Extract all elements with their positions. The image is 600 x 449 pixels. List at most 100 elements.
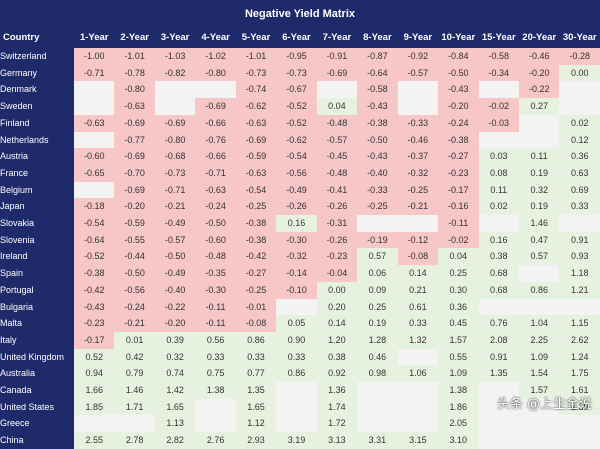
- yield-cell: 0.14: [397, 265, 439, 282]
- yield-cell: -0.43: [357, 148, 398, 165]
- yield-cell: [195, 398, 236, 416]
- yield-cell: 0.27: [518, 98, 560, 115]
- yield-cell: 1.46: [518, 215, 560, 232]
- yield-cell: -0.65: [74, 164, 115, 182]
- yield-cell: -0.26: [316, 198, 358, 216]
- yield-cell: -0.17: [438, 181, 479, 199]
- country-label: Sweden: [0, 98, 74, 115]
- yield-cell: 1.74: [316, 398, 358, 416]
- yield-cell: 0.12: [559, 131, 600, 149]
- yield-cell: [357, 215, 398, 232]
- yield-cell: 2.05: [438, 415, 479, 433]
- yield-cell: -0.64: [357, 64, 398, 82]
- yield-cell: -0.66: [195, 148, 236, 165]
- yield-cell: 2.76: [195, 432, 236, 449]
- country-label: Germany: [0, 64, 74, 82]
- yield-cell: 2.25: [518, 331, 560, 349]
- yield-cell: 0.04: [438, 248, 479, 266]
- yield-cell: -0.66: [195, 114, 236, 132]
- country-label: Austria: [0, 148, 74, 165]
- column-header-9-year: 9-Year: [397, 28, 439, 48]
- yield-cell: [74, 181, 115, 199]
- yield-cell: 2.39: [559, 398, 600, 416]
- yield-cell: [74, 81, 115, 99]
- yield-cell: -0.59: [235, 148, 277, 165]
- yield-cell: -0.69: [114, 114, 155, 132]
- country-label: Bulgaria: [0, 298, 74, 316]
- country-label: Slovakia: [0, 215, 74, 232]
- yield-cell: 1.32: [397, 331, 439, 349]
- yield-cell: 0.00: [316, 281, 358, 299]
- yield-cell: -0.69: [195, 98, 236, 115]
- country-label: Ireland: [0, 248, 74, 266]
- yield-cell: 0.38: [316, 348, 358, 366]
- column-header-2-year: 2-Year: [114, 28, 155, 48]
- table-row: Spain -0.38 -0.50 -0.49 -0.35 -0.27 -0.14 -0.04…: [0, 265, 600, 282]
- country-label: Slovenia: [0, 231, 74, 249]
- yield-cell: 1.13: [154, 415, 196, 433]
- yield-cell: -0.63: [74, 114, 115, 132]
- yield-cell: -0.31: [316, 215, 358, 232]
- yield-cell: -0.33: [397, 114, 439, 132]
- table-row: Ireland -0.52 -0.44 -0.50 -0.48 -0.42 -0.32 -0.…: [0, 248, 600, 266]
- yield-cell: 0.20: [316, 298, 358, 316]
- yield-cell: 0.21: [397, 281, 439, 299]
- yield-cell: 0.91: [478, 348, 519, 366]
- yield-cell: -0.71: [154, 181, 196, 199]
- yield-cell: 0.09: [357, 281, 398, 299]
- table-row: Sweden -0.63 -0.69 -0.62 -0.52 0.04 -0.43 -0.20…: [0, 98, 600, 115]
- column-header-3-year: 3-Year: [154, 28, 196, 48]
- table-row: Belgium -0.69 -0.71 -0.63 -0.54 -0.49 -0.41 -0.…: [0, 181, 600, 199]
- yield-cell: -0.04: [316, 265, 358, 282]
- table-row: Greece 1.13 1.12 1.72 2.05: [0, 415, 600, 433]
- yield-cell: -0.54: [235, 181, 277, 199]
- yield-cell: 0.93: [559, 248, 600, 266]
- yield-cell: [559, 98, 600, 115]
- yield-cell: [518, 432, 560, 449]
- yield-cell: [478, 432, 519, 449]
- yield-cell: -0.42: [74, 281, 115, 299]
- yield-cell: -0.58: [357, 81, 398, 99]
- table-row: Japan -0.18 -0.20 -0.21 -0.24 -0.25 -0.26 -0.26…: [0, 198, 600, 216]
- country-label: Portugal: [0, 281, 74, 299]
- yield-cell: 0.33: [559, 198, 600, 216]
- yield-cell: 0.08: [478, 164, 519, 182]
- yield-cell: [518, 114, 560, 132]
- yield-cell: 0.42: [114, 348, 155, 366]
- yield-cell: -0.32: [397, 164, 439, 182]
- watermark-text: 头条 @上生金说: [496, 397, 592, 412]
- yield-cell: -0.68: [154, 148, 196, 165]
- yield-cell: 1.04: [518, 315, 560, 332]
- yield-cell: 0.33: [195, 348, 236, 366]
- yield-cell: 0.45: [438, 315, 479, 332]
- yield-cell: 0.03: [478, 148, 519, 165]
- yield-cell: -0.20: [154, 315, 196, 332]
- yield-cell: -0.55: [114, 231, 155, 249]
- table-row: Bulgaria -0.43 -0.24 -0.22 -0.11 -0.01 0.20 0.2…: [0, 298, 600, 316]
- country-column-header: Country: [0, 28, 74, 48]
- yield-cell: -0.73: [235, 64, 277, 82]
- yield-cell: [74, 415, 115, 433]
- yield-cell: 1.65: [235, 398, 277, 416]
- yield-cell: 1.57: [438, 331, 479, 349]
- yield-cell: [518, 415, 560, 433]
- yield-cell: 0.11: [518, 148, 560, 165]
- yield-cell: -0.48: [316, 164, 358, 182]
- yield-cell: [478, 415, 519, 433]
- yield-cell: -0.38: [235, 231, 277, 249]
- yield-cell: -0.38: [357, 114, 398, 132]
- yield-cell: 0.79: [114, 365, 155, 383]
- country-label: France: [0, 164, 74, 182]
- yield-cell: -0.02: [478, 98, 519, 115]
- country-label: Spain: [0, 265, 74, 282]
- yield-cell: -0.23: [316, 248, 358, 266]
- country-label: Finland: [0, 114, 74, 132]
- column-header-30-year: 30-Year: [559, 28, 600, 48]
- yield-cell: 0.33: [397, 315, 439, 332]
- yield-cell: 0.16: [478, 231, 519, 249]
- yield-cell: -0.45: [316, 148, 358, 165]
- yield-cell: 0.30: [438, 281, 479, 299]
- yield-cell: -0.10: [276, 281, 317, 299]
- yield-cell: 0.19: [518, 164, 560, 182]
